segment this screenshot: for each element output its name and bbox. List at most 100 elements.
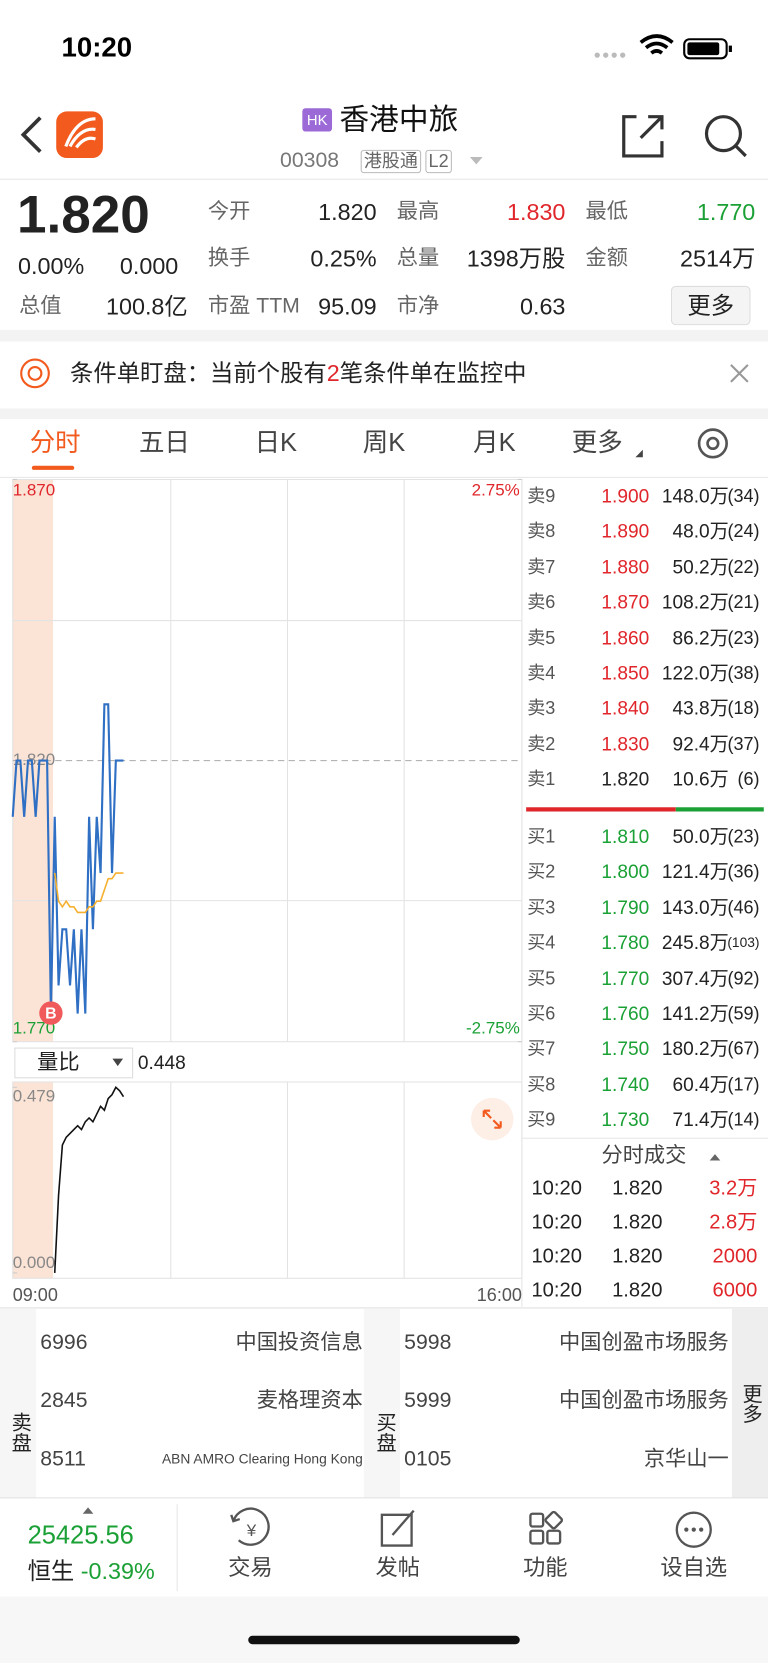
field-value: 0.63: [519, 293, 566, 320]
book-orders: (46): [727, 897, 760, 918]
more-button[interactable]: 更多: [687, 292, 735, 319]
book-orders: (37): [727, 734, 760, 755]
last-price: 1.820: [16, 184, 150, 245]
wifi-icon: [639, 34, 674, 55]
book-volume: 71.4万: [672, 1109, 729, 1131]
nav-item[interactable]: 发帖: [375, 1556, 421, 1581]
index-line[interactable]: 恒生 -0.39%: [28, 1558, 155, 1585]
settings-button[interactable]: [697, 428, 728, 459]
broker-code: 5998: [404, 1330, 452, 1355]
chart-tab[interactable]: 周K: [362, 428, 406, 458]
book-orders: (59): [727, 1003, 760, 1024]
book-level: 卖5: [527, 627, 556, 648]
volume-ratio-line: [53, 1086, 125, 1273]
battery-icon: [683, 38, 728, 60]
trades-title[interactable]: 分时成交: [601, 1144, 687, 1168]
trade-volume: 2.8万: [709, 1211, 758, 1234]
tab-caret: [635, 449, 643, 458]
close-alert[interactable]: [730, 364, 749, 383]
book-volume: 108.2万: [661, 591, 729, 613]
field-label: 今开: [207, 199, 251, 224]
chart-tab[interactable]: 更多: [571, 428, 623, 458]
broker-name: ABN AMRO Clearing Hong Kong: [161, 1450, 363, 1467]
home-indicator: [248, 1635, 520, 1645]
stock-code: 00308: [280, 149, 340, 173]
trade-time: 10:20: [531, 1245, 582, 1268]
book-volume: 50.0万: [672, 825, 729, 848]
book-volume: 245.8万: [661, 932, 729, 954]
field-label: 市盈 TTM: [207, 294, 300, 318]
book-level: 卖6: [527, 592, 556, 613]
vol-tick-label: 0.479: [13, 1086, 55, 1105]
broker-name: 中国创盈市场服务: [559, 1389, 729, 1413]
nav-item[interactable]: 交易: [228, 1556, 273, 1581]
y-tick-label: 1.770: [13, 1018, 55, 1037]
book-orders: (103): [727, 934, 760, 951]
series-line: [11, 703, 124, 1014]
chart-tab[interactable]: 分时: [29, 428, 81, 458]
book-price: 1.790: [601, 896, 650, 919]
prev-close-label: 1.820: [13, 750, 55, 769]
book-level: 卖3: [527, 698, 556, 719]
y2-tick-label: -2.75%: [466, 1018, 520, 1037]
nav-item[interactable]: 设自选: [660, 1556, 728, 1581]
book-level: 卖8: [527, 521, 556, 542]
expand-button[interactable]: [470, 1097, 514, 1141]
share-button[interactable]: [622, 115, 664, 158]
book-price: 1.780: [601, 932, 650, 954]
book-price: 1.800: [601, 861, 650, 883]
field-value: 0.25%: [310, 245, 377, 272]
queue-more[interactable]: 更多: [739, 1383, 762, 1424]
y-tick-label: 1.870: [13, 481, 55, 500]
book-orders: (38): [727, 663, 760, 684]
book-price: 1.880: [601, 556, 650, 578]
trade-price: 1.820: [612, 1279, 663, 1302]
book-level: 卖7: [527, 556, 556, 578]
index-change: -0.39%: [80, 1557, 155, 1585]
book-volume: 43.8万: [672, 698, 729, 720]
index-value: 25425.56: [27, 1521, 134, 1551]
book-level: 买6: [527, 1003, 556, 1024]
trade-time: 10:20: [531, 1211, 582, 1234]
book-orders: (23): [727, 627, 760, 648]
field-value: 1.770: [696, 198, 756, 226]
trade-volume: 2000: [712, 1245, 758, 1268]
book-orders: (67): [727, 1039, 760, 1060]
trade-time: 10:20: [531, 1177, 582, 1200]
book-orders: (17): [727, 1074, 760, 1095]
field-label: 最低: [585, 199, 628, 224]
book-volume: 148.0万: [661, 485, 729, 507]
book-level: 卖4: [527, 663, 556, 684]
field-value: 100.8亿: [106, 293, 188, 320]
status-time: 10:20: [61, 30, 133, 63]
book-price: 1.770: [601, 967, 650, 989]
book-level: 买7: [527, 1039, 556, 1060]
chart-tab[interactable]: 日K: [254, 428, 298, 458]
search-button[interactable]: [704, 115, 743, 153]
book-price: 1.750: [601, 1038, 650, 1060]
field-value: 1.830: [506, 198, 566, 226]
alert-banner[interactable]: 条件单盯盘：当前个股有2笔条件单在监控中: [70, 360, 526, 387]
broker-name: 中国创盈市场服务: [559, 1330, 729, 1355]
book-orders: (23): [727, 826, 760, 847]
indicator-select[interactable]: [14, 1047, 134, 1079]
trade-marker: B: [45, 1005, 57, 1022]
indicator-value: 0.448: [137, 1051, 186, 1074]
broker-code: 2845: [40, 1389, 88, 1413]
more-button-bg[interactable]: [670, 285, 751, 326]
book-orders: (21): [727, 592, 760, 613]
nav-item[interactable]: 功能: [522, 1556, 568, 1581]
trade-volume: 3.2万: [709, 1177, 758, 1200]
back-button[interactable]: [20, 116, 42, 154]
field-value: 1.820: [318, 198, 377, 226]
chart-tab[interactable]: 月K: [473, 428, 516, 458]
trade-price: 1.820: [612, 1245, 663, 1268]
indicator-name[interactable]: 量比: [37, 1050, 80, 1075]
book-price: 1.730: [601, 1109, 650, 1131]
field-value: 1398万股: [466, 245, 566, 272]
chart-tab[interactable]: 五日: [138, 428, 190, 458]
broker-code: 0105: [404, 1447, 452, 1471]
broker-code: 8511: [40, 1447, 86, 1471]
